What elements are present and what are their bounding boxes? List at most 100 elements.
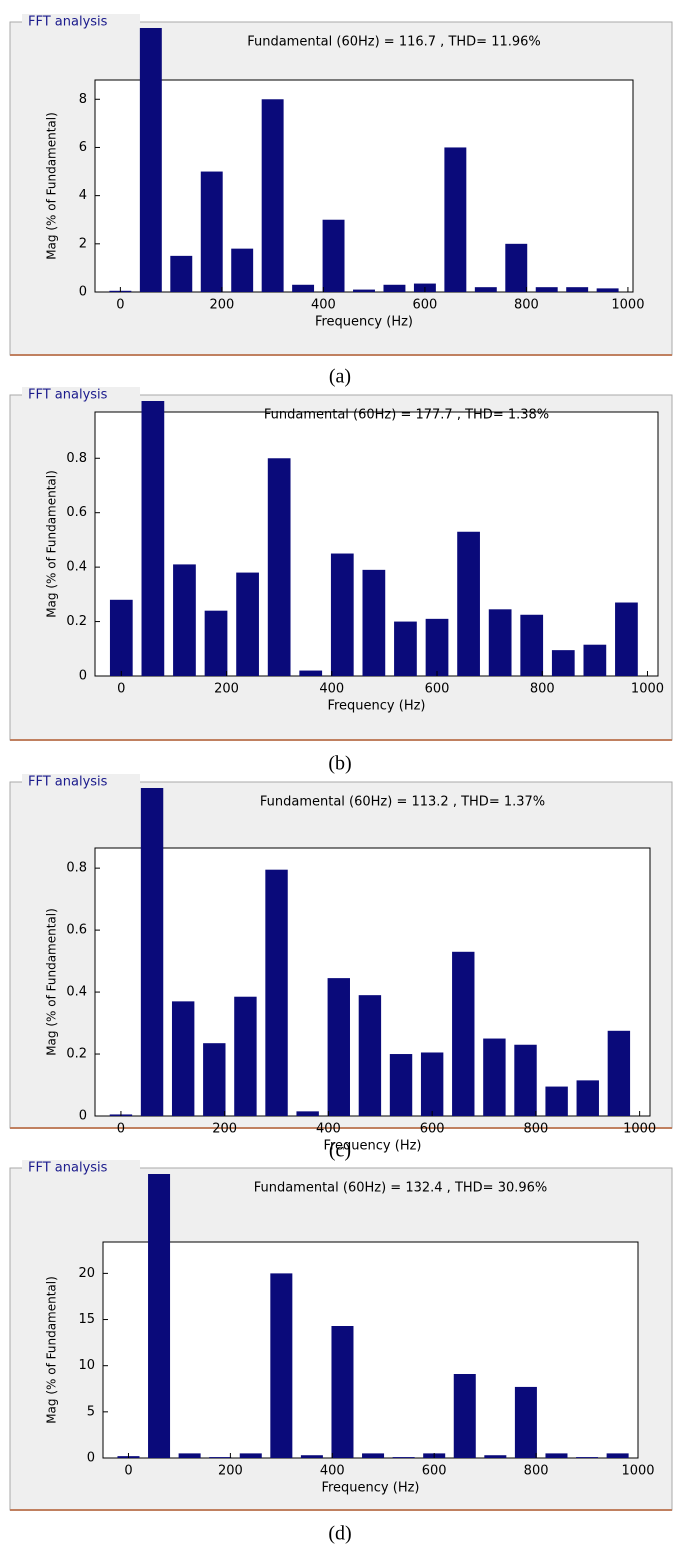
x-tick-label: 800 [524,1464,549,1479]
x-tick-label: 600 [412,298,437,313]
panel-title: FFT analysis [28,388,108,403]
y-tick-label: 0 [79,1109,87,1124]
y-tick-label: 0.2 [66,614,87,629]
bar [606,1453,629,1458]
bar [141,401,165,676]
x-axis-label: Frequency (Hz) [323,1139,421,1154]
caption: (a) [329,366,351,388]
y-tick-label: 0 [79,285,87,300]
x-tick-label: 400 [316,1122,341,1137]
bar [474,287,497,292]
bar [545,1086,568,1116]
bar [353,289,375,292]
bar [171,1001,195,1116]
bar [596,288,619,292]
x-tick-label: 0 [117,682,125,697]
y-tick-label: 0.2 [66,1047,87,1062]
x-tick-label: 200 [212,1122,237,1137]
bar [514,1044,537,1116]
y-axis-label: Mag (% of Fundamental) [45,1276,59,1424]
bar [231,248,254,292]
y-tick-label: 10 [78,1358,95,1373]
bar [383,284,406,292]
bar [444,147,467,292]
bar [535,287,558,292]
bar [322,219,345,292]
bar [239,1453,262,1458]
y-tick-label: 8 [79,92,87,107]
y-tick-label: 0.8 [66,861,87,876]
y-tick-label: 0 [87,1451,95,1466]
bar [330,553,354,676]
y-tick-label: 0.6 [66,505,87,520]
bar [389,1054,413,1116]
x-tick-label: 200 [214,682,239,697]
bar [483,1038,506,1116]
plot-area [102,1241,639,1459]
bar [615,602,638,676]
bar [327,978,350,1116]
x-tick-label: 0 [117,1122,125,1137]
y-axis-label: Mag (% of Fundamental) [45,908,59,1056]
bar [488,609,512,676]
y-tick-label: 6 [79,140,87,155]
y-tick-label: 0 [79,669,87,684]
bar [296,1111,319,1116]
bar [392,1457,415,1458]
y-tick-label: 20 [78,1266,95,1281]
x-tick-label: 1000 [621,1464,654,1479]
bar [300,1455,323,1458]
x-tick-label: 400 [319,682,344,697]
x-tick-label: 1000 [611,298,644,313]
caption: (d) [328,1523,351,1545]
y-tick-label: 4 [79,188,87,203]
y-tick-label: 0.8 [66,451,87,466]
y-axis-label: Mag (% of Fundamental) [45,470,59,618]
panel-title-bg [22,774,140,790]
bar [566,287,589,292]
bar [173,564,196,676]
bar [583,644,607,676]
caption: (c) [329,1140,351,1162]
bar [420,1052,444,1116]
x-tick-label: 600 [420,1122,445,1137]
x-axis-label: Frequency (Hz) [321,1481,419,1496]
bar [109,599,133,676]
bar [261,99,284,292]
bar [203,1043,226,1116]
bar [551,650,575,676]
bar [362,1453,385,1458]
bar [265,869,288,1116]
y-tick-label: 5 [87,1404,95,1419]
y-tick-label: 0.4 [66,560,87,575]
bar [139,28,162,292]
y-tick-label: 0.6 [66,923,87,938]
panel-title: FFT analysis [28,775,108,790]
x-axis-label: Frequency (Hz) [327,699,425,714]
bar [362,569,386,676]
x-tick-label: 800 [523,1122,548,1137]
y-axis-label: Mag (% of Fundamental) [45,112,59,260]
x-tick-label: 800 [530,682,555,697]
bar [425,618,449,676]
bar [178,1453,201,1458]
bar [607,1030,631,1116]
x-tick-label: 600 [425,682,450,697]
chart-title: Fundamental (60Hz) = 116.7 , THD= 11.96% [247,35,541,50]
panel-title: FFT analysis [28,1161,108,1176]
y-tick-label: 0.4 [66,985,87,1000]
x-tick-label: 0 [116,298,124,313]
panel-title: FFT analysis [28,15,108,30]
bar [453,1374,476,1458]
bar [299,670,323,676]
bar [200,171,223,292]
bar [484,1455,507,1458]
chart-title: Fundamental (60Hz) = 113.2 , THD= 1.37% [260,795,545,810]
x-axis-label: Frequency (Hz) [315,315,413,330]
bar [148,1174,171,1458]
x-tick-label: 1000 [623,1122,656,1137]
x-tick-label: 600 [422,1464,447,1479]
bar [270,1273,293,1458]
chart-title: Fundamental (60Hz) = 177.7 , THD= 1.38% [264,408,549,423]
